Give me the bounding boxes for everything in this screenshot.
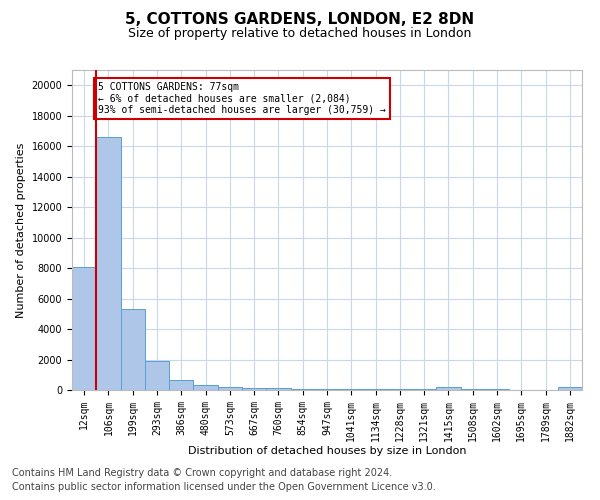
Text: Contains HM Land Registry data © Crown copyright and database right 2024.: Contains HM Land Registry data © Crown c… — [12, 468, 392, 477]
Bar — [339, 389, 364, 390]
Text: Contains public sector information licensed under the Open Government Licence v3: Contains public sector information licen… — [12, 482, 436, 492]
Y-axis label: Number of detached properties: Number of detached properties — [16, 142, 26, 318]
Bar — [388, 389, 412, 390]
Bar — [242, 388, 266, 390]
Bar — [96, 137, 121, 390]
Bar — [218, 386, 242, 390]
Bar — [290, 388, 315, 390]
Bar — [121, 309, 145, 390]
Bar — [193, 385, 218, 390]
Bar — [364, 389, 388, 390]
Bar — [558, 388, 582, 390]
Text: 5, COTTONS GARDENS, LONDON, E2 8DN: 5, COTTONS GARDENS, LONDON, E2 8DN — [125, 12, 475, 28]
Text: 5 COTTONS GARDENS: 77sqm
← 6% of detached houses are smaller (2,084)
93% of semi: 5 COTTONS GARDENS: 77sqm ← 6% of detache… — [98, 82, 386, 116]
Bar — [145, 361, 169, 390]
Bar — [72, 266, 96, 390]
Bar — [169, 380, 193, 390]
Bar — [315, 389, 339, 390]
Bar — [266, 388, 290, 390]
X-axis label: Distribution of detached houses by size in London: Distribution of detached houses by size … — [188, 446, 466, 456]
Text: Size of property relative to detached houses in London: Size of property relative to detached ho… — [128, 28, 472, 40]
Bar — [436, 387, 461, 390]
